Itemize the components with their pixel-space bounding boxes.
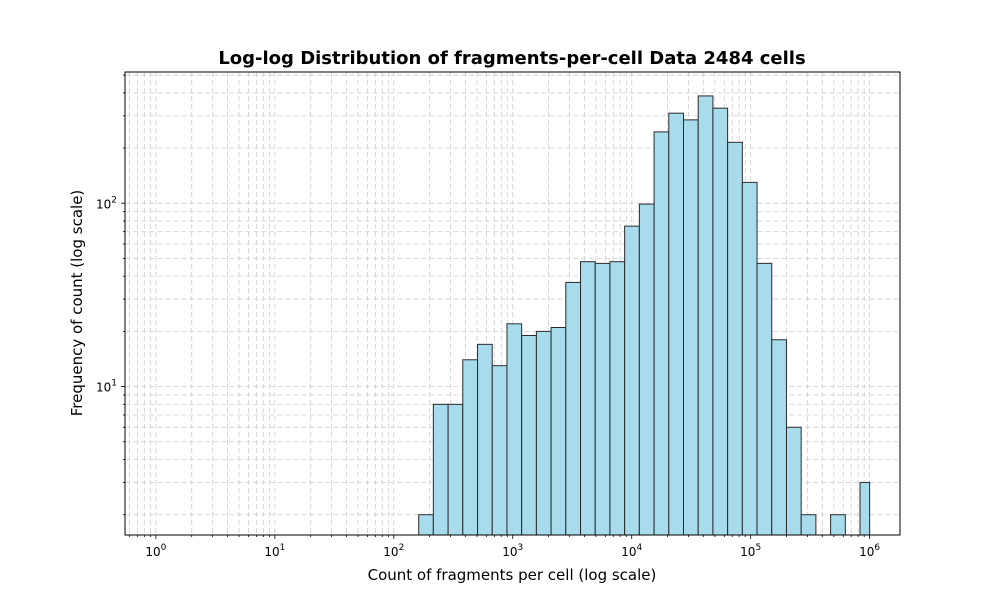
histogram-bar xyxy=(653,131,670,536)
histogram-bar xyxy=(638,203,655,536)
histogram-bar xyxy=(800,514,817,536)
x-tick-label: 105 xyxy=(740,543,761,559)
histogram-bar xyxy=(830,514,846,536)
histogram-bar xyxy=(477,343,493,536)
histogram-bar xyxy=(535,330,552,536)
histogram-bar xyxy=(565,281,582,536)
histogram-bar xyxy=(771,339,787,536)
axis-ticks: 100 101 102 103 104 105 106 101 102 xyxy=(96,74,880,559)
histogram-bar xyxy=(418,514,434,536)
histogram-bar xyxy=(550,327,567,536)
histogram-bar xyxy=(506,323,523,536)
histogram-bar xyxy=(580,261,596,536)
histogram-bar xyxy=(741,181,758,536)
y-axis-label: Frequency of count (log scale) xyxy=(68,190,86,417)
x-tick-label: 103 xyxy=(502,543,523,559)
x-tick-label: 100 xyxy=(145,543,166,559)
histogram-bar xyxy=(594,262,611,536)
histogram-bar xyxy=(697,95,714,536)
histogram-bar xyxy=(447,403,464,536)
histogram-bar xyxy=(521,334,537,536)
x-tick-label: 106 xyxy=(859,543,880,559)
histogram-bars xyxy=(418,95,871,536)
histogram-bar xyxy=(756,262,773,536)
histogram-bar xyxy=(462,359,479,536)
histogram-bar xyxy=(859,481,871,536)
histogram-bar xyxy=(432,403,449,536)
x-tick-label: 104 xyxy=(621,543,642,559)
histogram-bar xyxy=(668,112,684,536)
y-tick-label: 101 xyxy=(96,379,117,395)
histogram-bar xyxy=(624,225,640,536)
chart-title: Log-log Distribution of fragments-per-ce… xyxy=(218,48,805,69)
histogram-bar xyxy=(682,119,699,536)
histogram-bar xyxy=(491,365,508,536)
y-tick-label: 102 xyxy=(96,195,117,211)
histogram-bar xyxy=(785,426,802,536)
x-tick-label: 102 xyxy=(383,543,404,559)
histogram-bar xyxy=(712,107,729,536)
x-axis-label: Count of fragments per cell (log scale) xyxy=(368,566,657,584)
histogram-bar xyxy=(727,141,743,536)
x-tick-label: 101 xyxy=(264,543,285,559)
histogram-bar xyxy=(609,261,626,536)
